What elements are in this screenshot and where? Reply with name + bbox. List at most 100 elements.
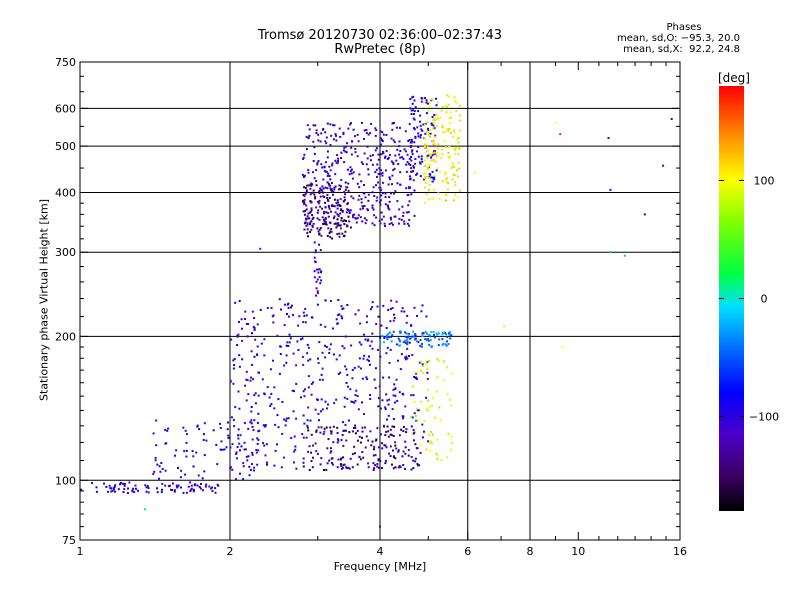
data-point (353, 426, 355, 429)
data-point (313, 276, 316, 279)
data-point (331, 162, 334, 165)
data-point (410, 425, 413, 428)
data-point (447, 130, 450, 133)
data-point (334, 185, 337, 188)
data-point (220, 440, 223, 443)
data-point (432, 397, 435, 400)
data-point (425, 361, 428, 364)
data-point (244, 310, 247, 313)
data-point (398, 464, 401, 467)
data-point (373, 378, 376, 381)
data-point (327, 182, 330, 185)
data-point (415, 376, 418, 379)
data-point (91, 482, 93, 485)
data-point (440, 109, 443, 112)
data-point (442, 331, 445, 334)
data-point (412, 117, 415, 120)
data-point (354, 313, 357, 316)
data-point (387, 435, 390, 438)
data-point (335, 222, 338, 225)
data-point (350, 122, 352, 125)
data-point (314, 124, 317, 127)
data-point (427, 109, 430, 112)
data-point (380, 324, 383, 327)
data-point (416, 463, 419, 465)
data-point (339, 227, 342, 230)
data-point (418, 161, 421, 164)
data-point (448, 156, 451, 159)
data-point (384, 169, 387, 172)
data-point (398, 140, 401, 143)
data-point (310, 383, 313, 385)
data-point (407, 336, 410, 339)
data-point (431, 433, 434, 436)
data-point (432, 178, 435, 181)
data-point (384, 225, 386, 227)
data-point (341, 210, 344, 213)
data-point (434, 150, 436, 153)
data-point (252, 469, 255, 472)
data-point (458, 167, 461, 170)
data-point (175, 449, 178, 452)
data-point (319, 205, 322, 208)
data-point (411, 149, 414, 152)
data-point (410, 170, 413, 173)
data-point (340, 219, 343, 222)
data-point (355, 221, 358, 224)
data-point (404, 358, 407, 361)
data-point (442, 360, 445, 363)
data-point (291, 304, 293, 307)
y-tick-label: 100 (55, 474, 76, 487)
phase-stats-x: mean, sd,X: 92.2, 24.8 (623, 44, 740, 55)
data-point (429, 153, 432, 156)
data-point (363, 413, 365, 415)
data-point (280, 308, 282, 311)
data-point (408, 355, 410, 357)
data-point (348, 467, 351, 470)
data-point (306, 424, 309, 427)
data-point (450, 334, 453, 337)
data-point (342, 220, 345, 223)
data-point (347, 209, 350, 212)
data-point (343, 190, 346, 193)
data-point (251, 310, 254, 313)
data-point (329, 447, 332, 450)
data-point (337, 160, 339, 162)
data-point (247, 393, 250, 396)
data-point (438, 197, 441, 200)
data-point (350, 195, 353, 198)
data-point (407, 454, 410, 457)
data-point (266, 461, 268, 464)
data-point (444, 194, 447, 196)
data-point (340, 305, 343, 308)
data-point (373, 467, 376, 470)
data-point (348, 211, 351, 214)
data-point (436, 152, 439, 154)
data-point (256, 345, 259, 348)
data-point (268, 396, 271, 399)
data-point (161, 468, 164, 470)
data-point (310, 184, 313, 187)
data-point (409, 337, 411, 340)
data-point (325, 142, 328, 145)
data-point (427, 154, 430, 157)
data-point (307, 450, 310, 453)
data-point (377, 459, 380, 462)
data-point (324, 218, 327, 220)
data-point (301, 337, 304, 340)
data-point (430, 176, 433, 179)
data-point (353, 401, 356, 404)
data-point (383, 341, 385, 344)
data-point (235, 478, 237, 481)
data-point (378, 167, 381, 170)
data-point (173, 489, 176, 492)
data-point (446, 335, 449, 338)
data-point (407, 193, 410, 196)
data-point (316, 292, 319, 295)
data-point (393, 122, 395, 124)
data-point (390, 335, 393, 338)
data-point (317, 209, 320, 212)
data-point (338, 204, 341, 207)
data-point (306, 124, 309, 127)
data-point (426, 371, 429, 374)
